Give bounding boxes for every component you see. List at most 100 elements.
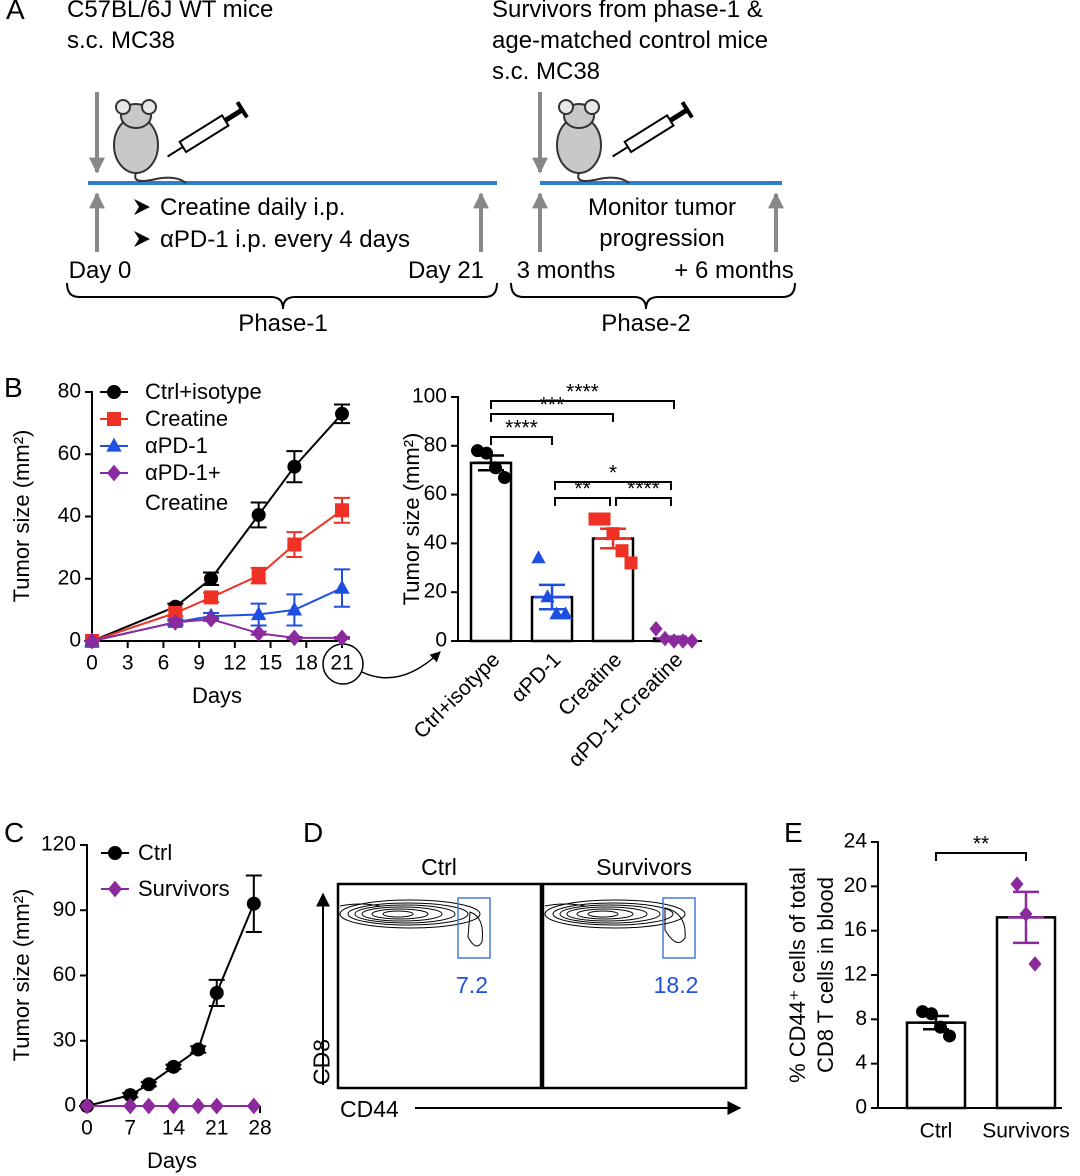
timepoint: Day 0 <box>68 257 132 284</box>
x-tick-label: Ctrl <box>920 1120 953 1143</box>
setup-text: Survivors from phase-1 & age-matched con… <box>492 0 769 85</box>
data-point <box>80 1097 94 1115</box>
data-point <box>1010 876 1024 892</box>
data-point <box>549 606 564 620</box>
y-tick-label: 0 <box>64 1094 76 1117</box>
x-tick-label: 0 <box>81 1117 93 1140</box>
y-tick-label: 8 <box>855 1007 867 1030</box>
data-point <box>204 590 219 605</box>
legend-marker <box>107 385 121 399</box>
y-tick-label: 20 <box>844 874 867 897</box>
data-point <box>191 1042 206 1057</box>
significance-bracket <box>554 497 611 506</box>
panel-label: E <box>784 817 803 848</box>
data-point <box>558 606 573 620</box>
error-bar <box>473 454 509 472</box>
y-tick-label: 30 <box>53 1028 76 1051</box>
gate <box>662 897 696 959</box>
panel-label: A <box>6 0 25 25</box>
significance-bracket <box>554 481 672 490</box>
y-tick-label: 60 <box>424 482 447 505</box>
legend-label: Ctrl <box>138 840 173 865</box>
legend-label: αPD-1+ Creatine <box>145 460 229 515</box>
significance-label: *** <box>540 394 565 417</box>
bar <box>995 916 1057 1110</box>
bar <box>905 1021 967 1110</box>
data-point <box>335 629 349 647</box>
significance-bracket <box>490 436 553 445</box>
series-line <box>91 413 343 642</box>
legend-marker <box>108 846 122 860</box>
y-tick-label: 0 <box>855 1096 867 1119</box>
plot-title: Ctrl <box>421 854 457 880</box>
data-point <box>191 1097 206 1115</box>
flow-plots <box>316 882 748 1115</box>
mouse-icon <box>556 99 630 184</box>
phase-label: Phase-1 <box>238 310 328 337</box>
significance-label: ** <box>973 833 989 856</box>
data-point <box>624 556 638 570</box>
gate <box>457 897 491 959</box>
data-point <box>287 537 302 552</box>
error-bar <box>1008 890 1044 945</box>
y-axis-title: CD8 <box>308 1038 335 1086</box>
x-axis-title: Days <box>146 1148 198 1173</box>
panel-label: D <box>303 817 324 848</box>
significance-label: **** <box>566 381 599 404</box>
error-bar <box>534 583 570 611</box>
bar <box>469 461 513 643</box>
legend-marker <box>106 437 122 452</box>
y-tick-label: 100 <box>412 385 447 408</box>
legend-label: αPD-1 <box>145 433 208 458</box>
error-bar <box>656 635 692 642</box>
y-tick-label: 20 <box>58 566 81 589</box>
significance-label: ** <box>574 478 590 501</box>
x-axis-title: CD44 <box>340 1096 399 1122</box>
legend-marker <box>107 412 121 426</box>
data-point <box>123 1088 138 1103</box>
x-tick-label: 21 <box>205 1117 228 1140</box>
data-point <box>286 601 303 616</box>
data-point <box>498 471 511 485</box>
setup-text: C57BL/6J WT mice s.c. MC38 <box>67 0 274 54</box>
series-line <box>86 903 255 1107</box>
legend-label: Survivors <box>138 876 230 901</box>
data-point <box>287 459 302 474</box>
data-point <box>615 544 629 558</box>
data-point <box>246 896 261 911</box>
monitor-text: Monitor tumor progression <box>587 194 737 252</box>
data-point <box>168 613 183 631</box>
y-tick-label: 60 <box>53 963 76 986</box>
significance-bracket <box>490 413 614 422</box>
syringe-icon <box>167 101 249 158</box>
significance-bracket <box>935 852 1027 861</box>
x-tick-label: 3 <box>122 652 134 675</box>
x-tick-label: 28 <box>248 1117 271 1140</box>
timeline-schematic <box>66 92 796 310</box>
y-tick-label: 80 <box>424 433 447 456</box>
y-axis-title: % CD44⁺ cells of total CD8 T cells in bl… <box>785 867 838 1083</box>
panel-label: C <box>4 817 25 848</box>
y-tick-label: 12 <box>844 963 867 986</box>
legend-marker <box>108 880 122 898</box>
timepoint: Day 21 <box>407 257 485 284</box>
x-tick-label: Survivors <box>982 1120 1070 1143</box>
gate-value: 7.2 <box>456 972 488 998</box>
link-arrow <box>361 651 441 679</box>
x-tick-label: 15 <box>259 652 282 675</box>
data-point <box>649 621 663 637</box>
x-tick-label: 14 <box>162 1117 186 1140</box>
data-point <box>943 1029 956 1043</box>
x-tick-label: 12 <box>223 652 246 675</box>
data-point <box>166 1097 181 1115</box>
panel-label: B <box>4 372 23 403</box>
legend-marker <box>107 464 121 482</box>
gate-value: 18.2 <box>653 972 699 998</box>
flow-plot-frame <box>336 882 543 1090</box>
significance-bracket <box>490 400 675 409</box>
mouse-icon <box>113 99 187 184</box>
y-tick-label: 4 <box>855 1051 867 1074</box>
y-tick-label: 120 <box>41 833 76 856</box>
